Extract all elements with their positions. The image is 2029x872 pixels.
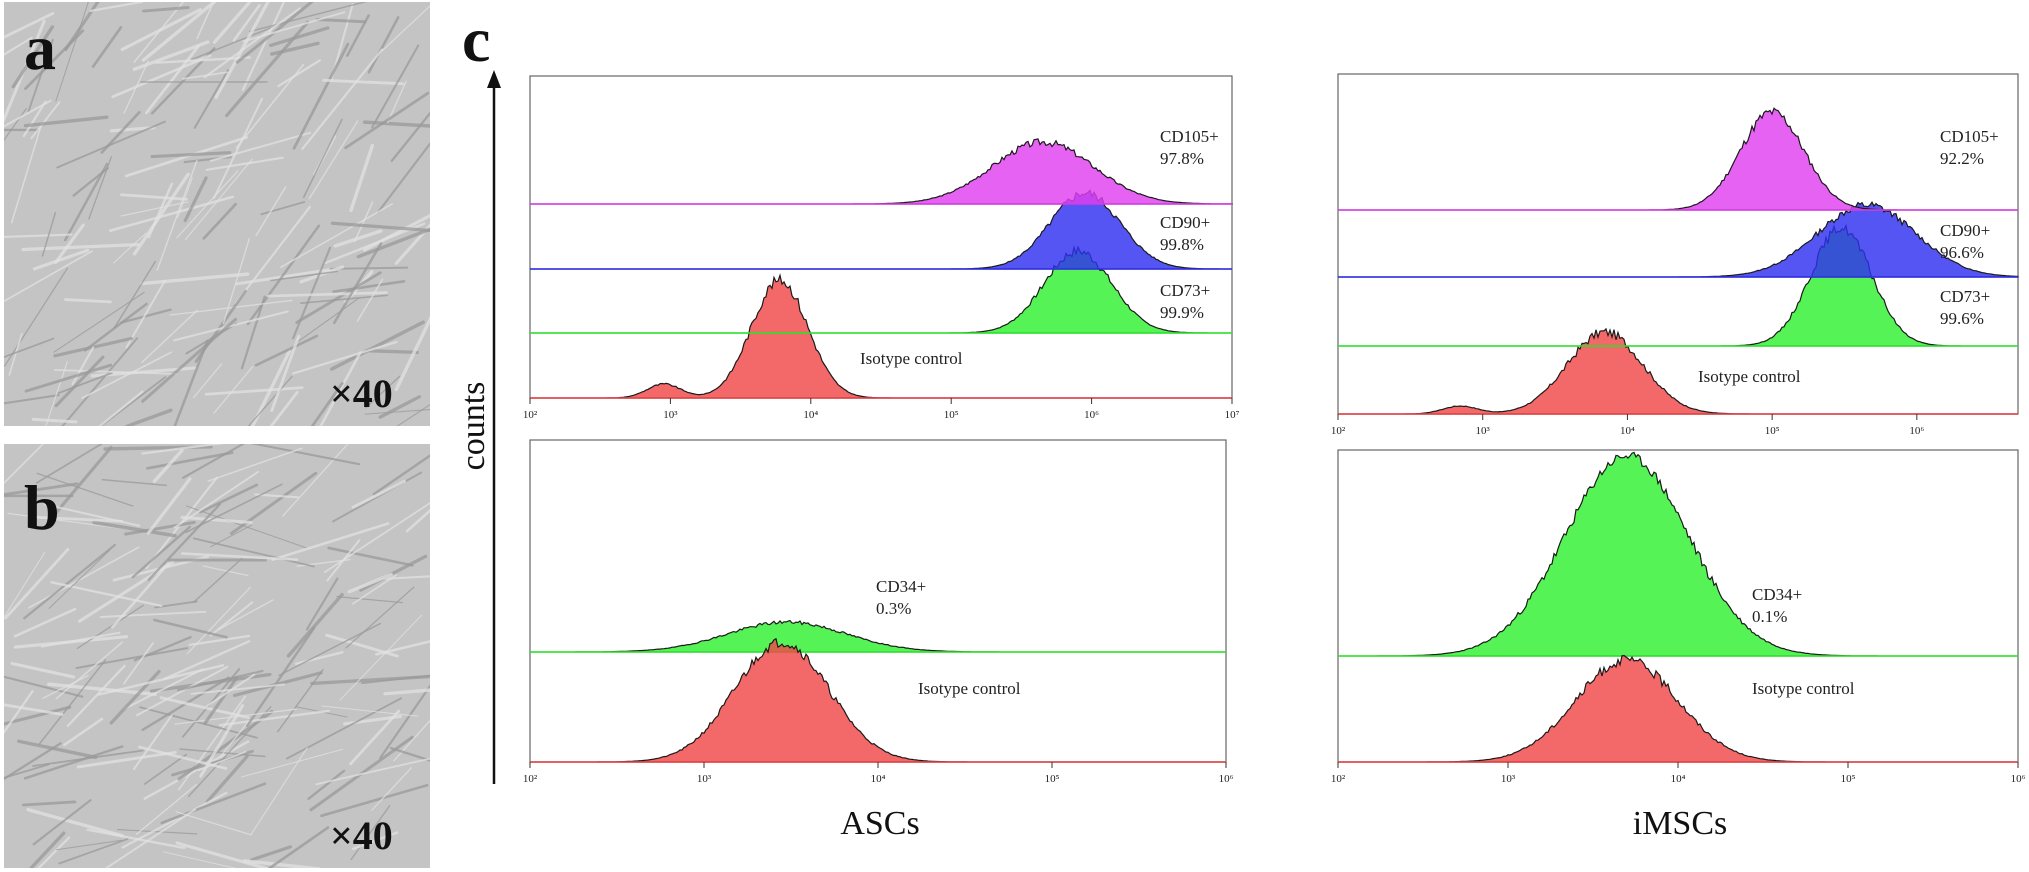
chart-ascs-cd34: CD34+ 0.3% Isotype control 10² 10³ 10⁴ 10⁵ 10⁶ xyxy=(523,439,1234,785)
marker-percent-label: 92.2% xyxy=(1940,149,1984,168)
x-tick-label: 10² xyxy=(523,773,538,785)
x-tick-label: 10³ xyxy=(1501,773,1516,785)
marker-label: CD73+ xyxy=(1940,287,1990,306)
marker-label: CD34+ xyxy=(1752,585,1802,604)
counts-axis-title: counts xyxy=(455,382,492,471)
x-tick-label: 10⁵ xyxy=(1045,773,1060,785)
marker-percent-label: 96.6% xyxy=(1940,243,1984,262)
micrograph-b xyxy=(4,444,430,868)
x-tick-label: 10³ xyxy=(663,409,678,421)
x-tick-label: 10² xyxy=(523,409,538,421)
x-tick-label: 10⁴ xyxy=(803,409,818,421)
histogram-cd90 xyxy=(1338,201,2019,278)
x-tick-label: 10³ xyxy=(1476,425,1491,437)
x-tick-label: 10⁴ xyxy=(871,773,886,785)
histogram-cd34 xyxy=(530,619,1226,653)
marker-label: CD105+ xyxy=(1160,127,1219,146)
histogram-isotype-control xyxy=(1338,654,2018,763)
x-tick-label: 10⁴ xyxy=(1671,773,1686,785)
x-tick-label: 10⁵ xyxy=(944,409,959,421)
x-tick-label: 10⁵ xyxy=(1765,425,1780,437)
panel-letter-c: c xyxy=(462,4,491,75)
isotype-control-label: Isotype control xyxy=(1698,367,1801,386)
marker-percent-label: 99.6% xyxy=(1940,309,1984,328)
micrograph-b-texture xyxy=(4,444,430,868)
panel-letter-a: a xyxy=(24,12,56,83)
micrograph-a-texture xyxy=(4,2,430,426)
isotype-control-label: Isotype control xyxy=(1752,679,1855,698)
x-tick-label: 10² xyxy=(1331,425,1346,437)
marker-label: CD105+ xyxy=(1940,127,1999,146)
isotype-control-label: Isotype control xyxy=(860,349,963,368)
chart-imscs-cd34: CD34+ 0.1% Isotype control 10² 10³ 10⁴ 10⁵ 10⁶ xyxy=(1331,449,2026,785)
x-tick-label: 10⁶ xyxy=(1084,409,1099,421)
micrograph-a xyxy=(4,2,430,426)
x-tick-label: 10⁷ xyxy=(1225,409,1240,421)
x-tick-label: 10⁶ xyxy=(1219,773,1234,785)
marker-label: CD34+ xyxy=(876,577,926,596)
chart-ascs-positive-markers: CD105+ 97.8% CD90+ 99.8% CD73+ 99.9% Isotype c… xyxy=(523,75,1240,421)
x-tick-label: 10³ xyxy=(697,773,712,785)
magnification-label-b: ×40 xyxy=(330,813,393,858)
histogram-cd34 xyxy=(1338,451,2018,657)
isotype-control-label: Isotype control xyxy=(918,679,1021,698)
xlabel-imscs: iMSCs xyxy=(1633,805,1728,842)
marker-percent-label: 0.3% xyxy=(876,599,911,618)
marker-percent-label: 99.9% xyxy=(1160,303,1204,322)
x-tick-label: 10⁴ xyxy=(1620,425,1635,437)
chart-imscs-positive-markers: CD105+ 92.2% CD90+ 96.6% CD73+ 99.6% Isotype c… xyxy=(1331,73,2019,437)
x-tick-label: 10⁶ xyxy=(1909,425,1924,437)
marker-percent-label: 97.8% xyxy=(1160,149,1204,168)
x-tick-label: 10⁶ xyxy=(2011,773,2026,785)
histogram-cd105 xyxy=(1338,107,2018,211)
histogram-isotype-control xyxy=(530,637,1226,763)
marker-label: CD90+ xyxy=(1160,213,1210,232)
x-tick-label: 10² xyxy=(1331,773,1346,785)
marker-label: CD90+ xyxy=(1940,221,1990,240)
counts-axis-arrow xyxy=(487,70,501,88)
magnification-label-a: ×40 xyxy=(330,371,393,416)
xlabel-ascs: ASCs xyxy=(840,805,919,842)
panel-letter-b: b xyxy=(24,472,60,543)
x-tick-label: 10⁵ xyxy=(1841,773,1856,785)
marker-percent-label: 0.1% xyxy=(1752,607,1787,626)
marker-percent-label: 99.8% xyxy=(1160,235,1204,254)
marker-label: CD73+ xyxy=(1160,281,1210,300)
histogram-isotype-control xyxy=(530,273,1232,399)
histogram-cd105 xyxy=(530,138,1233,205)
